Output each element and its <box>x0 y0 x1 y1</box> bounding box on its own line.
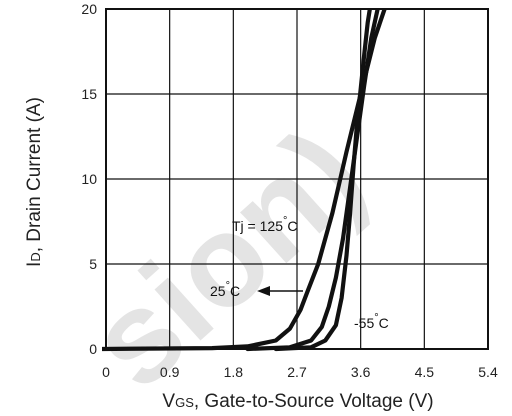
y-tick-label-3: 15 <box>81 86 97 102</box>
plot-frame <box>105 8 489 350</box>
y-tick-label-1: 5 <box>89 256 97 272</box>
x-tick-label-2: 1.8 <box>224 364 244 380</box>
annotation-tj125-unit: C <box>287 218 297 234</box>
annotation-25-degree: ° <box>226 280 230 292</box>
svg-text:25°C: 25°C <box>210 280 240 299</box>
annotation-minus55-unit: C <box>379 315 389 331</box>
annotation-25-text: 25 <box>210 283 226 299</box>
y-axis-title-sub: D <box>28 252 43 261</box>
annotation-minus55-text: -55 <box>354 315 374 331</box>
annotation-tj125-text: Tj = 125 <box>232 218 283 234</box>
annotation-minus55: -55°C <box>354 312 389 331</box>
series-line-55-c <box>273 9 372 352</box>
x-tick-label-3: 2.7 <box>287 364 307 380</box>
annotation-25-unit: C <box>230 283 240 299</box>
x-tick-labels: 0 0.9 1.8 2.7 3.6 4.5 5.4 <box>102 364 498 380</box>
y-axis-title-main: I <box>24 262 45 267</box>
svg-text:-55°C: -55°C <box>354 312 389 331</box>
x-tick-label-0: 0 <box>102 364 110 380</box>
x-axis-title: VGS, Gate-to-Source Voltage (V) <box>162 391 433 412</box>
y-tick-label-0: 0 <box>89 341 97 357</box>
y-tick-labels: 0 5 10 15 20 <box>81 1 97 357</box>
series-line-25-c <box>245 9 380 352</box>
x-tick-label-5: 4.5 <box>415 364 435 380</box>
annotation-minus55-degree: ° <box>374 312 378 324</box>
svg-text:Tj = 125°C: Tj = 125°C <box>232 215 298 234</box>
annotation-25: 25°C <box>210 280 303 299</box>
x-axis-title-main: V <box>162 391 175 412</box>
x-axis-title-rest: , Gate-to-Source Voltage (V) <box>194 391 434 412</box>
x-tick-label-1: 0.9 <box>160 364 180 380</box>
y-axis-title-rest: , Drain Current (A) <box>24 97 45 252</box>
curves-group <box>102 9 387 352</box>
y-tick-label-2: 10 <box>81 171 97 187</box>
annotation-25-arrow-head <box>257 286 270 296</box>
x-axis-title-sub: GS <box>175 395 194 410</box>
x-tick-label-6: 5.4 <box>478 364 498 380</box>
y-axis-title: ID, Drain Current (A) <box>24 97 45 267</box>
y-tick-label-4: 20 <box>81 1 97 17</box>
x-tick-label-4: 3.6 <box>351 364 371 380</box>
annotation-tj125: Tj = 125°C <box>232 215 298 234</box>
annotation-tj125-degree: ° <box>283 215 287 227</box>
